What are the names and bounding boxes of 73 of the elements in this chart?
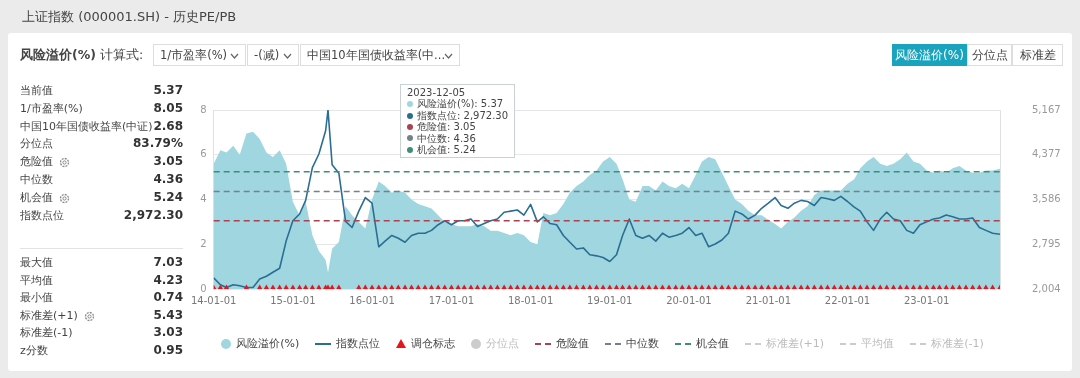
text: 标准差(+1) [20, 307, 78, 323]
legend-label: 调仓标志 [411, 336, 456, 351]
x-tick-label: 21-01-01 [745, 294, 792, 306]
text: 1/市盈率(%) [153, 44, 246, 66]
text: 5.37 [153, 83, 183, 97]
legend-label: 风险溢价(%) [236, 336, 300, 351]
text: 风险溢价(%) [20, 47, 96, 64]
text: 3.03 [153, 325, 183, 340]
text: 中位数 [20, 172, 53, 187]
text: 7.03 [153, 255, 183, 269]
y-tick-label: 6 [200, 148, 207, 160]
text: 2,972.30 [123, 207, 183, 222]
text: 标准差 [1012, 44, 1063, 66]
y2-tick-label: 2,004 [1032, 282, 1061, 294]
text: 上证指数 (000001.SH) - 历史PE/PB [22, 8, 237, 26]
text: 0.74 [153, 290, 183, 305]
x-tick-label: 18-01-01 [507, 294, 554, 306]
y-tick-label: 2 [200, 237, 207, 249]
x-tick-label: 19-01-01 [587, 294, 633, 306]
text: 风险溢价(%) [892, 44, 967, 66]
x-tick-label: 20-01-01 [666, 294, 712, 306]
text: 中国10年国债收益率(中... [300, 44, 460, 66]
text: 4.36 [153, 172, 183, 186]
text: 83.79% [133, 136, 183, 151]
text: 2.68 [153, 118, 183, 133]
y-tick-label: 4 [200, 193, 207, 205]
text: 1/市盈率(%) [20, 100, 83, 116]
text: 计算式: [100, 47, 144, 64]
x-tick-label: 23-01-01 [903, 294, 950, 306]
legend-label: 平均值 [861, 336, 895, 351]
legend-label: 分位点 [486, 336, 520, 351]
text: 3.05 [153, 154, 183, 169]
text: 平均值 [20, 272, 53, 288]
text: 分位点 [967, 44, 1012, 66]
y2-tick-label: 2,795 [1032, 237, 1061, 249]
legend-label: 机会值 [696, 336, 730, 351]
text: 最大值 [20, 255, 53, 270]
text: 最小值 [20, 290, 53, 306]
x-tick-label: 22-01-01 [824, 294, 871, 306]
x-tick-label: 17-01-01 [428, 294, 475, 306]
y2-tick-label: 4,377 [1032, 148, 1061, 160]
y-tick-label: 8 [200, 103, 207, 115]
text: 5.43 [153, 307, 183, 322]
y-tick-label: 0 [200, 282, 207, 294]
annotation: 机会值: 5.24 [417, 144, 476, 156]
text: 标准差(-1) [20, 325, 73, 341]
x-tick-label: 14-01-01 [191, 294, 237, 306]
annotation: 指数点位: 2,972.30 [417, 109, 509, 121]
annotation: 危险值: 3.05 [417, 121, 476, 133]
x-tick-label: 15-01-01 [270, 294, 316, 306]
text: 机会值 [20, 189, 53, 205]
legend-label: 标准差(-1) [931, 336, 984, 351]
text: 8.05 [153, 100, 183, 115]
annotation: 中位数: 4.36 [417, 132, 476, 144]
legend-label: 标准差(+1) [766, 336, 825, 351]
legend-label: 中位数 [626, 336, 660, 351]
y2-tick-label: 5,167 [1032, 103, 1061, 115]
text: 中国10年国债收益率(中证) [20, 118, 153, 134]
text: 0.95 [153, 343, 183, 357]
legend-label: 指数点位 [336, 336, 381, 351]
text: 4.23 [153, 272, 183, 287]
text: 指数点位 [20, 207, 64, 223]
text: 危险值 [20, 154, 53, 170]
text: 分位点 [20, 136, 53, 152]
legend-label: 危险值 [556, 336, 590, 351]
text: 5.24 [153, 189, 183, 204]
text: z分数 [20, 343, 48, 358]
y2-tick-label: 3,586 [1032, 193, 1061, 205]
text: 风险溢价(%): 5.37 [417, 98, 504, 110]
text: 当前值 [20, 83, 53, 98]
text: -(减) [247, 44, 299, 66]
x-tick-label: 16-01-01 [349, 294, 395, 306]
text: 2023-12-05 [407, 87, 466, 99]
